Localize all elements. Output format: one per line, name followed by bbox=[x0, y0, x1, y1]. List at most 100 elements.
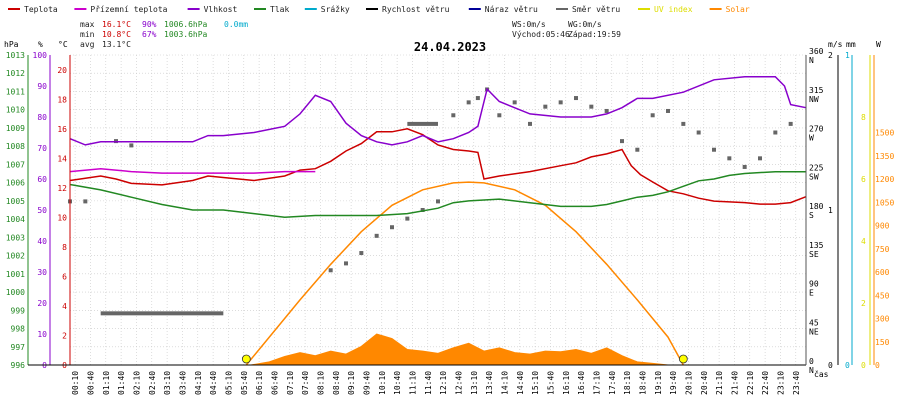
axes: 00:10 00:40 01:10 01:40 02:10 02:40 03:10 03:40… bbox=[6, 47, 895, 395]
wind-direction-point bbox=[650, 113, 655, 118]
wind-direction-point bbox=[512, 100, 517, 105]
humidity-tick: 50 bbox=[37, 206, 47, 215]
legend-label-3: Tlak bbox=[270, 5, 289, 14]
wind-direction-label: NE bbox=[809, 327, 819, 336]
x-tick-label: 23:40 bbox=[792, 371, 801, 395]
temperature-tick: 18 bbox=[57, 95, 67, 104]
humidity-tick: 20 bbox=[37, 299, 47, 308]
wind-direction-point bbox=[712, 147, 716, 152]
solar-layer bbox=[245, 181, 684, 366]
wind-direction-point bbox=[558, 100, 563, 105]
x-tick-label: 19:10 bbox=[654, 371, 663, 395]
stat-min-hum: 67% bbox=[142, 30, 157, 39]
x-tick-label: 13:10 bbox=[470, 371, 479, 395]
solar-tick: 1500 bbox=[875, 129, 894, 138]
wind-direction-point bbox=[635, 147, 640, 152]
wind-direction-point bbox=[620, 139, 624, 144]
temperature-tick: 4 bbox=[62, 302, 67, 311]
legend-label-8: UV index bbox=[654, 5, 693, 14]
wind-direction-tick: 180 bbox=[809, 202, 824, 211]
x-tick-label: 16:10 bbox=[562, 371, 571, 395]
wind-direction-point bbox=[528, 121, 532, 126]
pressure-tick: 1000 bbox=[6, 288, 25, 297]
pressure-unit-label: hPa bbox=[4, 40, 19, 49]
x-tick-label: 21:10 bbox=[715, 371, 724, 395]
stat-max-rain: 0.0mm bbox=[224, 20, 248, 29]
stat-min-label: min bbox=[80, 30, 95, 39]
rain-tick: 0 bbox=[845, 361, 850, 370]
wind-direction-point bbox=[405, 216, 410, 221]
wind-direction-point bbox=[681, 121, 686, 126]
wind-speed-tick: 0 bbox=[828, 361, 833, 370]
wind-direction-tick: 225 bbox=[809, 163, 824, 172]
x-tick-label: 07:10 bbox=[286, 371, 295, 395]
x-tick-label: 11:10 bbox=[408, 371, 417, 395]
x-tick-label: 02:40 bbox=[148, 371, 157, 395]
wind-direction-point bbox=[83, 199, 88, 204]
uv-tick: 0 bbox=[861, 361, 866, 370]
x-tick-label: 12:10 bbox=[439, 371, 448, 395]
x-tick-label: 09:10 bbox=[347, 371, 356, 395]
x-tick-label: 05:40 bbox=[240, 371, 249, 395]
wind-direction-point bbox=[129, 143, 134, 148]
legend-label-5: Rychlost větru bbox=[382, 5, 450, 14]
x-tick-label: 08:40 bbox=[332, 371, 341, 395]
solar-unit-label: W bbox=[876, 40, 881, 49]
wind-direction-label: SE bbox=[809, 250, 819, 259]
legend-label-6: Náraz větru bbox=[485, 5, 538, 14]
x-tick-label: 12:40 bbox=[454, 371, 463, 395]
legend-label-7: Směr větru bbox=[572, 5, 620, 14]
wind-direction-label: N bbox=[809, 56, 814, 65]
wind-direction-point bbox=[758, 156, 762, 161]
wind-direction-tick: 360 bbox=[809, 47, 824, 56]
stat-ws: WS:0m/s bbox=[512, 20, 546, 29]
x-tick-label: 13:40 bbox=[485, 371, 494, 395]
wind-direction-point bbox=[788, 121, 793, 126]
x-tick-label: 20:10 bbox=[684, 371, 693, 395]
humidity-tick: 40 bbox=[37, 237, 47, 246]
wind-direction-point bbox=[574, 96, 578, 101]
legend-label-2: Vlhkost bbox=[204, 5, 238, 14]
temperature-tick: 12 bbox=[57, 184, 67, 193]
x-tick-label: 00:10 bbox=[71, 371, 80, 395]
x-tick-label: 11:40 bbox=[424, 371, 433, 395]
x-tick-label: 00:40 bbox=[86, 371, 95, 395]
pressure-tick: 1005 bbox=[6, 197, 25, 206]
wind-direction-tick: 270 bbox=[809, 125, 824, 134]
x-tick-label: 10:10 bbox=[378, 371, 387, 395]
wind-direction-point bbox=[604, 108, 609, 113]
pressure-tick: 1009 bbox=[6, 124, 25, 133]
solar-tick: 750 bbox=[875, 245, 890, 254]
wind-direction-point bbox=[374, 233, 379, 238]
x-tick-label: 18:40 bbox=[638, 371, 647, 395]
humidity-tick: 70 bbox=[37, 144, 47, 153]
wind-direction-label: NW bbox=[809, 95, 819, 104]
series-solar-max-line bbox=[245, 181, 684, 366]
series-solar-area bbox=[250, 333, 669, 366]
wind-direction-point bbox=[696, 130, 701, 135]
wind-direction-tick: 0 bbox=[809, 357, 814, 366]
rain-tick: 1 bbox=[845, 51, 850, 60]
series-line-0 bbox=[69, 128, 807, 205]
pressure-tick: 1004 bbox=[6, 215, 25, 224]
x-axis-label: čas bbox=[814, 369, 829, 379]
x-tick-label: 15:10 bbox=[531, 371, 540, 395]
pressure-tick: 1011 bbox=[6, 87, 25, 96]
wind-direction-tick: 315 bbox=[809, 86, 824, 95]
pressure-tick: 997 bbox=[11, 343, 26, 352]
uv-tick: 2 bbox=[861, 299, 866, 308]
solar-tick: 0 bbox=[875, 361, 880, 370]
wind-direction-point bbox=[359, 251, 364, 256]
humidity-tick: 30 bbox=[37, 268, 47, 277]
uv-tick: 6 bbox=[861, 175, 866, 184]
pressure-tick: 1012 bbox=[6, 69, 25, 78]
series-line-2 bbox=[69, 75, 807, 146]
stat-sunset: Západ:19:59 bbox=[568, 30, 621, 39]
x-tick-label: 21:40 bbox=[730, 371, 739, 395]
grid bbox=[70, 54, 806, 366]
solar-tick: 150 bbox=[875, 338, 890, 347]
temperature-tick: 6 bbox=[62, 272, 67, 281]
wind-direction-point bbox=[666, 108, 670, 113]
solar-tick: 900 bbox=[875, 222, 890, 231]
x-tick-label: 22:40 bbox=[761, 371, 770, 395]
